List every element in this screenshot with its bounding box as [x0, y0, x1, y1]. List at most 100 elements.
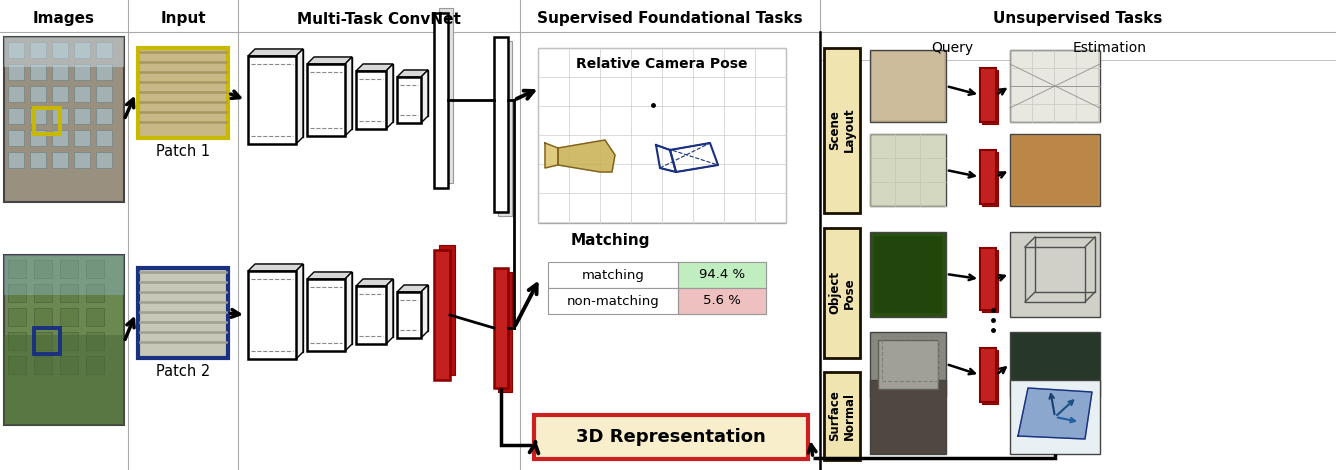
Bar	[314, 272, 351, 344]
Bar	[498, 41, 512, 216]
Bar	[96, 108, 112, 124]
Bar	[29, 86, 45, 102]
Bar	[1010, 232, 1100, 317]
Bar	[1011, 136, 1098, 204]
Bar	[8, 64, 24, 80]
Text: Unsupervised Tasks: Unsupervised Tasks	[993, 11, 1162, 26]
Bar	[355, 71, 386, 129]
Polygon shape	[386, 279, 393, 344]
Bar	[1010, 332, 1100, 397]
Polygon shape	[355, 279, 393, 286]
Polygon shape	[345, 272, 351, 351]
Bar	[52, 152, 68, 168]
Bar	[8, 284, 25, 302]
Bar	[981, 348, 997, 402]
Bar	[86, 260, 104, 278]
Text: non-matching: non-matching	[566, 295, 660, 307]
Bar	[363, 279, 393, 337]
Bar	[538, 48, 786, 223]
Polygon shape	[355, 64, 393, 71]
Text: Surface
Normal: Surface Normal	[828, 391, 856, 441]
Bar	[8, 260, 25, 278]
Bar	[248, 56, 297, 144]
Bar	[60, 332, 77, 350]
Bar	[982, 350, 998, 404]
Bar	[33, 308, 52, 326]
Polygon shape	[558, 140, 615, 172]
Bar	[434, 250, 450, 380]
Bar	[52, 42, 68, 58]
Bar	[870, 332, 946, 397]
Bar	[73, 152, 90, 168]
Bar	[138, 48, 228, 138]
Text: Images: Images	[33, 11, 95, 26]
Bar	[363, 64, 393, 122]
Bar	[981, 68, 997, 122]
Polygon shape	[307, 272, 351, 279]
Bar	[60, 308, 77, 326]
Bar	[8, 86, 24, 102]
Bar	[307, 64, 345, 136]
Bar	[86, 332, 104, 350]
Bar	[878, 340, 938, 389]
Bar	[982, 250, 998, 312]
Polygon shape	[421, 70, 428, 123]
Bar	[8, 332, 25, 350]
Bar	[96, 42, 112, 58]
Bar	[981, 150, 997, 204]
Bar	[1010, 380, 1100, 454]
Text: Relative Camera Pose: Relative Camera Pose	[576, 57, 748, 71]
Bar	[29, 42, 45, 58]
Bar	[8, 152, 24, 168]
Bar	[255, 264, 303, 352]
Bar	[52, 64, 68, 80]
Bar	[33, 260, 52, 278]
Polygon shape	[297, 49, 303, 144]
Polygon shape	[397, 285, 428, 292]
Bar	[138, 268, 228, 358]
Bar	[494, 37, 508, 212]
Bar	[255, 49, 303, 137]
Text: Matching: Matching	[570, 233, 649, 248]
Bar	[870, 50, 946, 122]
Bar	[96, 64, 112, 80]
Bar	[1010, 134, 1100, 206]
Bar	[870, 134, 946, 206]
Bar	[86, 308, 104, 326]
Bar	[8, 130, 24, 146]
Bar	[52, 130, 68, 146]
Bar	[29, 130, 45, 146]
Polygon shape	[1018, 388, 1092, 439]
Text: Object
Pose: Object Pose	[828, 272, 856, 314]
Bar	[73, 86, 90, 102]
Bar	[824, 372, 860, 460]
Polygon shape	[386, 64, 393, 129]
Bar	[498, 272, 512, 392]
Bar	[982, 152, 998, 206]
Bar	[60, 260, 77, 278]
Bar	[403, 70, 428, 116]
Text: 3D Representation: 3D Representation	[576, 428, 766, 446]
Bar	[548, 288, 766, 314]
Bar	[73, 64, 90, 80]
Bar	[355, 286, 386, 344]
Bar	[29, 108, 45, 124]
Polygon shape	[545, 143, 558, 168]
Bar	[33, 328, 60, 354]
Bar	[824, 228, 860, 358]
Text: Input: Input	[160, 11, 206, 26]
Bar	[882, 336, 938, 381]
Bar	[8, 42, 24, 58]
Bar	[534, 415, 808, 459]
Bar	[73, 42, 90, 58]
Text: Patch 2: Patch 2	[156, 365, 210, 379]
Text: matching: matching	[581, 268, 644, 282]
Bar	[307, 279, 345, 351]
Bar	[981, 248, 997, 310]
Text: Estimation: Estimation	[1073, 41, 1148, 55]
Bar	[397, 292, 421, 338]
Polygon shape	[307, 57, 351, 64]
Bar	[4, 255, 124, 295]
Text: Multi-Task ConvNet: Multi-Task ConvNet	[297, 11, 461, 26]
Bar	[872, 52, 945, 120]
